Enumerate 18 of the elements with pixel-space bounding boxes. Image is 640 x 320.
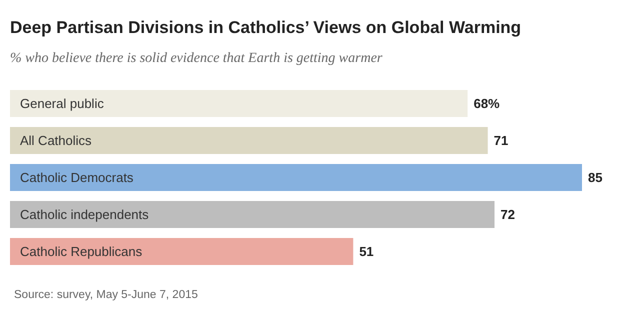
- bar: [10, 90, 468, 118]
- y-tick-label: General public: [20, 96, 104, 112]
- data-label: 85: [588, 170, 602, 186]
- data-label: 72: [500, 207, 515, 222]
- y-tick-label: All Catholics: [20, 133, 92, 148]
- y-tick-label: Catholic independents: [20, 207, 150, 222]
- bar: [10, 164, 582, 192]
- source-note: Source: survey, May 5-June 7, 2015: [14, 289, 198, 301]
- data-label: 51: [359, 244, 374, 260]
- chart-subtitle: % who believe there is solid evidence that Earth is getting warmer: [10, 51, 383, 66]
- chart-title: Deep Partisan Divisions in Catholics’ Views on Global Warming: [10, 18, 522, 37]
- data-label: 68%: [474, 96, 500, 112]
- bar: [10, 127, 488, 154]
- y-tick-label: Catholic Republicans: [20, 244, 143, 260]
- y-tick-label: Catholic Democrats: [20, 170, 134, 186]
- bar: [10, 238, 354, 265]
- bar: [10, 200, 495, 228]
- data-label: 71: [494, 133, 508, 148]
